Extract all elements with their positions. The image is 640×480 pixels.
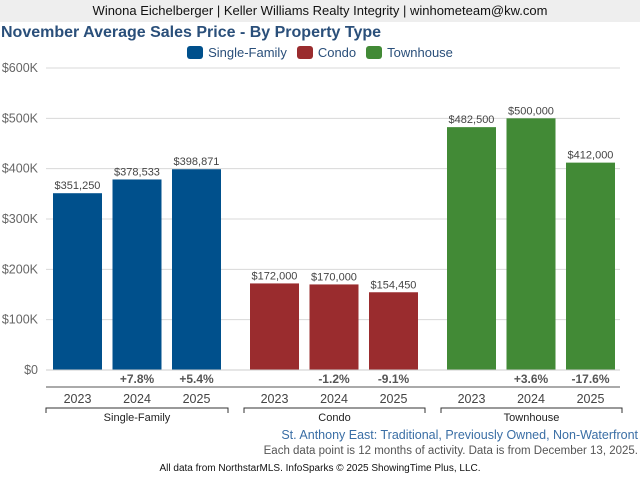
x-tick-label: 2023 — [261, 392, 289, 406]
agent-info-bar: Winona Eichelberger | Keller Williams Re… — [0, 0, 640, 22]
legend-label: Single-Family — [208, 45, 287, 60]
change-label: -17.6% — [571, 372, 609, 386]
legend: Single-Family Condo Townhouse — [0, 45, 640, 60]
data-label: $412,000 — [568, 150, 614, 162]
y-tick-label: $400K — [2, 162, 39, 176]
data-label: $482,500 — [449, 114, 495, 126]
y-tick-label: $200K — [2, 262, 39, 276]
bar-townhouse-2025 — [566, 162, 615, 370]
y-tick-label: $0 — [24, 363, 38, 377]
x-tick-label: 2025 — [380, 392, 408, 406]
bar-condo-2024 — [309, 284, 359, 370]
footer-credit: All data from NorthstarMLS. InfoSparks ©… — [159, 463, 481, 474]
x-tick-label: 2025 — [577, 392, 605, 406]
x-tick-label: 2025 — [183, 392, 211, 406]
y-tick-label: $300K — [2, 212, 39, 226]
change-label: -9.1% — [378, 372, 410, 386]
group-label: Condo — [318, 412, 350, 424]
data-label: $378,533 — [114, 166, 160, 178]
legend-label: Townhouse — [387, 45, 453, 60]
legend-label: Condo — [317, 45, 357, 60]
data-label: $172,000 — [252, 270, 298, 282]
x-tick-label: 2024 — [123, 392, 151, 406]
change-label: +3.6% — [514, 372, 549, 386]
x-tick-label: 2023 — [64, 392, 92, 406]
data-label: $154,450 — [371, 279, 417, 291]
legend-swatch-townhouse — [366, 46, 383, 59]
change-label: +5.4% — [179, 372, 214, 386]
bar-condo-2025 — [369, 292, 418, 370]
bar-single-family-2024 — [112, 179, 162, 370]
bar-condo-2023 — [250, 283, 299, 370]
data-label: $398,871 — [174, 156, 220, 168]
chart-subtitle: St. Anthony East: Traditional, Previousl… — [281, 428, 638, 442]
change-label: +7.8% — [120, 372, 155, 386]
group-bracket — [243, 407, 426, 413]
chart-title: November Average Sales Price - By Proper… — [1, 24, 382, 41]
legend-item-townhouse[interactable]: Townhouse — [366, 45, 453, 60]
agent-info-text: Winona Eichelberger | Keller Williams Re… — [92, 3, 548, 18]
data-label: $170,000 — [311, 271, 357, 283]
data-label: $351,250 — [55, 180, 101, 192]
group-bracket — [45, 407, 229, 413]
data-note: Each data point is 12 months of activity… — [263, 445, 638, 457]
group-label: Single-Family — [104, 412, 171, 424]
x-tick-label: 2024 — [517, 392, 545, 406]
legend-swatch-condo — [296, 46, 313, 59]
legend-swatch-single-family — [187, 46, 204, 59]
bar-single-family-2025 — [172, 169, 221, 370]
x-tick-label: 2024 — [320, 392, 348, 406]
bar-townhouse-2024 — [506, 118, 556, 370]
change-label: -1.2% — [318, 372, 350, 386]
x-tick-label: 2023 — [458, 392, 486, 406]
legend-item-single-family[interactable]: Single-Family — [187, 45, 287, 60]
y-tick-label: $600K — [2, 61, 39, 75]
group-label: Townhouse — [504, 412, 560, 424]
legend-item-condo[interactable]: Condo — [296, 45, 357, 60]
data-label: $500,000 — [508, 105, 554, 117]
bar-single-family-2023 — [53, 193, 102, 370]
y-tick-label: $100K — [2, 313, 39, 327]
y-tick-label: $500K — [2, 111, 39, 125]
bar-townhouse-2023 — [447, 127, 496, 371]
group-bracket — [440, 407, 623, 413]
